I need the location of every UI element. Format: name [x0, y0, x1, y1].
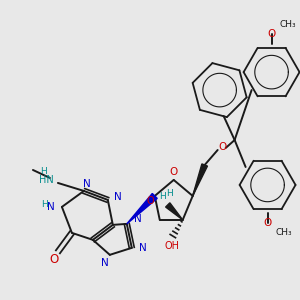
Text: CH₃: CH₃	[280, 20, 296, 29]
Text: O: O	[218, 142, 227, 152]
Polygon shape	[127, 194, 157, 224]
Text: O: O	[263, 218, 272, 228]
Text: OH: OH	[164, 241, 179, 251]
Text: H: H	[41, 200, 48, 209]
Text: N: N	[139, 243, 146, 253]
Text: H: H	[167, 189, 173, 198]
Polygon shape	[193, 164, 208, 196]
Text: O: O	[49, 253, 58, 266]
Text: CH₃: CH₃	[276, 228, 292, 237]
Text: O: O	[146, 196, 154, 206]
Polygon shape	[166, 203, 183, 220]
Text: N: N	[47, 202, 55, 212]
Text: H: H	[40, 167, 47, 176]
Text: O: O	[169, 167, 178, 177]
Text: O: O	[267, 29, 276, 39]
Text: N: N	[83, 179, 91, 189]
Text: HN: HN	[39, 175, 54, 185]
Text: N: N	[114, 192, 122, 202]
Text: H: H	[159, 192, 166, 201]
Text: N: N	[134, 214, 142, 224]
Text: N: N	[101, 258, 109, 268]
